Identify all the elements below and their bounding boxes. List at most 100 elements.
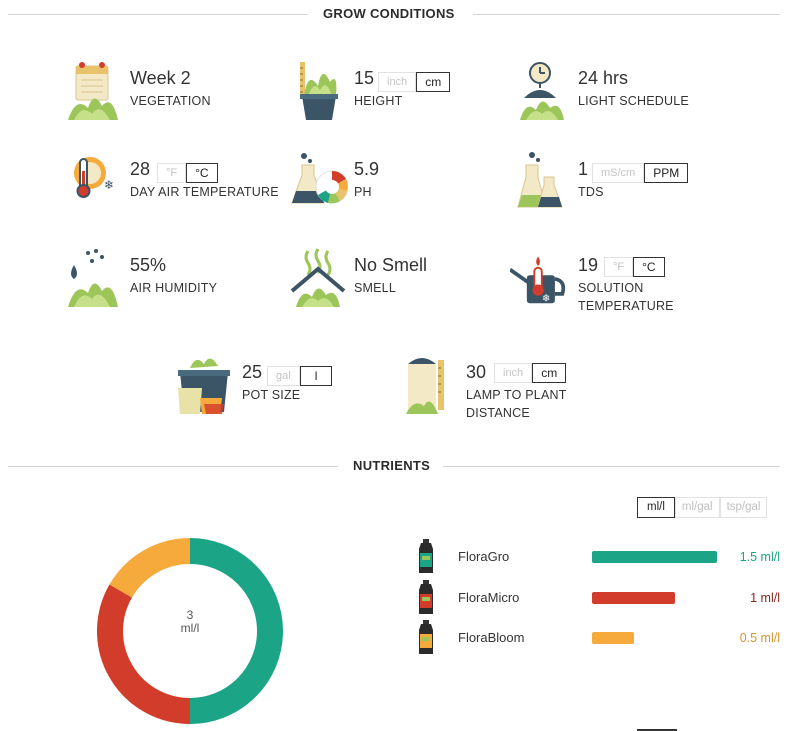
unit-option-celsius[interactable]: °C	[186, 163, 218, 183]
section-title: NUTRIENTS	[353, 458, 431, 473]
unit-option-inch[interactable]: inch	[378, 72, 417, 92]
nutrient-amount: 1.5 ml/l	[739, 550, 780, 564]
watering-can-thermometer-icon: ❄	[510, 256, 566, 304]
nutrient-donut-chart	[97, 538, 283, 724]
lamp-clock-icon	[520, 62, 564, 120]
nutrient-bar	[592, 592, 676, 604]
nutrient-row-floramicro: FloraMicro 1 ml/l	[415, 580, 790, 616]
height-unit-toggle: inch cm	[378, 72, 451, 92]
unit-option-cm[interactable]: cm	[416, 72, 451, 92]
air-humidity-label: AIR HUMIDITY	[130, 281, 218, 295]
lamp-ruler-icon	[406, 358, 444, 414]
condition-tds: 1 mS/cm PPM TDS	[514, 151, 744, 221]
house-smell-icon	[290, 248, 346, 307]
pot-size-unit-toggle: gal l	[267, 366, 333, 386]
divider	[443, 466, 780, 467]
condition-air-humidity: 55% AIR HUMIDITY	[66, 247, 296, 317]
nutrient-row-florabloom: FloraBloom 0.5 ml/l	[415, 620, 790, 656]
nutrient-amount: 0.5 ml/l	[739, 631, 780, 645]
nutrients-header: NUTRIENTS	[0, 456, 790, 476]
scroll-indicator	[637, 729, 677, 731]
lamp-distance-unit-toggle: inch cm	[494, 363, 567, 383]
total-unit: ml/l	[180, 621, 200, 635]
unit-option-gal[interactable]: gal	[267, 366, 300, 386]
beakers-icon	[517, 152, 563, 208]
condition-light-schedule: 24 hrs LIGHT SCHEDULE	[514, 60, 744, 130]
unit-option-ml-l[interactable]: ml/l	[637, 497, 675, 518]
nutrient-name: FloraGro	[458, 549, 510, 564]
svg-text:❄: ❄	[542, 292, 551, 304]
day-air-temperature-label: DAY AIR TEMPERATURE	[130, 185, 279, 199]
condition-smell: No Smell SMELL	[290, 247, 520, 317]
smell-label: SMELL	[354, 281, 396, 295]
label-line: LAMP TO PLANT	[466, 388, 567, 402]
height-value: 15	[354, 68, 375, 88]
unit-option-cm[interactable]: cm	[532, 363, 567, 383]
divider	[8, 14, 308, 15]
flask-ph-icon	[291, 153, 348, 204]
donut-slice-florabloom	[109, 538, 191, 598]
nutrient-bar	[592, 632, 634, 644]
ph-label: PH	[354, 185, 372, 199]
condition-lamp-distance: 30 inch cm LAMP TO PLANT DISTANCE	[402, 354, 632, 424]
bottle-icon	[419, 539, 433, 573]
solution-temperature-unit-toggle: °F °C	[604, 257, 665, 277]
pot-size-value: 25	[242, 362, 263, 382]
lamp-distance-value: 30	[466, 362, 487, 382]
tds-value: 1	[578, 159, 589, 179]
pot-size-label: POT SIZE	[242, 388, 301, 402]
divider	[473, 14, 780, 15]
condition-day-air-temperature: ❄ 28 °F °C DAY AIR TEMPERATURE	[66, 151, 296, 221]
unit-option-ml-gal[interactable]: ml/gal	[674, 497, 720, 518]
pots-icon	[178, 358, 230, 414]
light-schedule-label: LIGHT SCHEDULE	[578, 94, 689, 108]
nutrient-unit-toggle: ml/l ml/gal tsp/gal	[637, 497, 768, 518]
thermometer-sun-icon: ❄	[74, 157, 114, 198]
nutrient-row-floragro: FloraGro 1.5 ml/l	[415, 539, 790, 575]
solution-temperature-value: 19	[578, 255, 599, 275]
label-line: SOLUTION	[578, 281, 644, 295]
smell-value: No Smell	[354, 255, 428, 275]
condition-ph: 5.9 PH	[290, 151, 520, 221]
section-title: GROW CONDITIONS	[323, 6, 455, 21]
calendar-plant-icon	[68, 62, 118, 120]
unit-option-fahrenheit[interactable]: °F	[157, 163, 187, 183]
label-line: TEMPERATURE	[578, 299, 674, 313]
condition-vegetation: Week 2 VEGETATION	[66, 60, 296, 130]
tds-unit-toggle: mS/cm PPM	[592, 163, 689, 183]
tds-label: TDS	[578, 185, 604, 199]
unit-option-fahrenheit[interactable]: °F	[604, 257, 634, 277]
humidity-drops-icon	[68, 249, 118, 307]
condition-height: 15 inch cm HEIGHT	[290, 60, 520, 130]
donut-slice-floragro	[189, 538, 283, 724]
nutrient-amount: 1 ml/l	[750, 591, 780, 605]
ruler-plant-icon	[300, 62, 338, 120]
grow-conditions-header: GROW CONDITIONS	[0, 4, 790, 24]
unit-option-inch[interactable]: inch	[494, 363, 533, 383]
svg-text:❄: ❄	[104, 178, 114, 192]
divider	[8, 466, 338, 467]
air-humidity-value: 55%	[130, 255, 167, 275]
unit-option-liter[interactable]: l	[299, 366, 333, 386]
day-air-temperature-unit-toggle: °F °C	[157, 163, 218, 183]
donut-slice-floramicro	[97, 584, 191, 724]
vegetation-label: VEGETATION	[130, 94, 211, 108]
condition-solution-temperature: ❄ 19 °F °C SOLUTION TEMPERATURE	[510, 247, 740, 317]
unit-option-tsp-gal[interactable]: tsp/gal	[719, 497, 768, 518]
ph-value: 5.9	[354, 159, 380, 179]
bottle-icon	[419, 620, 433, 654]
total-value: 3	[186, 608, 194, 622]
lamp-distance-label: LAMP TO PLANT DISTANCE	[466, 386, 567, 422]
nutrient-name: FloraBloom	[458, 630, 525, 645]
unit-option-celsius[interactable]: °C	[633, 257, 665, 277]
label-line: DISTANCE	[466, 406, 530, 420]
donut-total: 3 ml/l	[150, 609, 230, 635]
bottle-icon	[419, 580, 433, 614]
height-label: HEIGHT	[354, 94, 403, 108]
unit-option-ppm[interactable]: PPM	[644, 163, 689, 183]
condition-pot-size: 25 gal l POT SIZE	[178, 354, 408, 424]
unit-option-ms-cm[interactable]: mS/cm	[592, 163, 645, 183]
nutrient-bar	[592, 551, 717, 563]
solution-temperature-label: SOLUTION TEMPERATURE	[578, 279, 674, 315]
day-air-temperature-value: 28	[130, 159, 151, 179]
